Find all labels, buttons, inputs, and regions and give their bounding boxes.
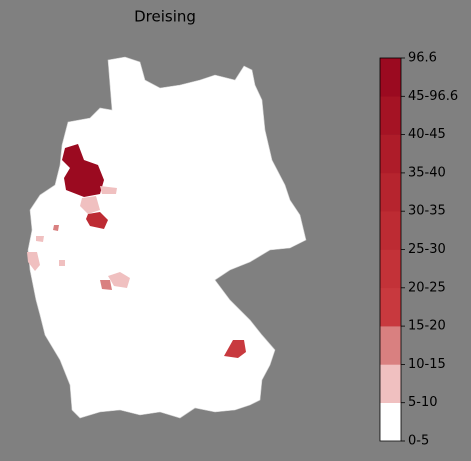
- colorbar-label: 30-35: [408, 204, 446, 219]
- colorbar-segment: [380, 249, 401, 289]
- colorbar-segment: [380, 287, 401, 327]
- region: [108, 272, 130, 288]
- region: [100, 280, 112, 290]
- colorbar-segment: [380, 326, 401, 365]
- region: [62, 144, 104, 197]
- colorbar-label: 10-15: [408, 357, 446, 372]
- germany-map: [27, 56, 307, 419]
- colorbar-label: 25-30: [408, 242, 446, 257]
- colorbar-segment: [380, 58, 401, 97]
- region: [224, 340, 246, 358]
- region: [36, 236, 44, 242]
- region: [80, 196, 100, 214]
- colorbar-label: 96.6: [408, 51, 437, 66]
- colorbar-segment: [380, 211, 401, 250]
- country-outline: [27, 56, 307, 419]
- colorbar-segment: [380, 402, 401, 442]
- colorbar-segment: [380, 172, 401, 212]
- region: [100, 186, 117, 194]
- map-title: Dreising: [134, 8, 196, 26]
- colorbar-label: 40-45: [408, 127, 446, 142]
- colorbar-label: 20-25: [408, 280, 446, 295]
- colorbar-segment: [380, 134, 401, 174]
- colorbar-label: 35-40: [408, 165, 446, 180]
- region: [86, 212, 108, 229]
- region: [53, 225, 59, 231]
- colorbar-segment: [380, 364, 401, 403]
- region: [59, 260, 65, 266]
- colorbar: 0-5 5-10 10-15 15-20 20-25 25-30 30-35 35-40 40-…: [379, 51, 458, 449]
- colorbar-label: 5-10: [408, 395, 438, 410]
- colorbar-label: 45-96.6: [408, 89, 458, 104]
- colorbar-label: 15-20: [408, 319, 446, 334]
- colorbar-label: 0-5: [408, 434, 429, 449]
- region: [27, 252, 40, 271]
- colorbar-segment: [380, 96, 401, 135]
